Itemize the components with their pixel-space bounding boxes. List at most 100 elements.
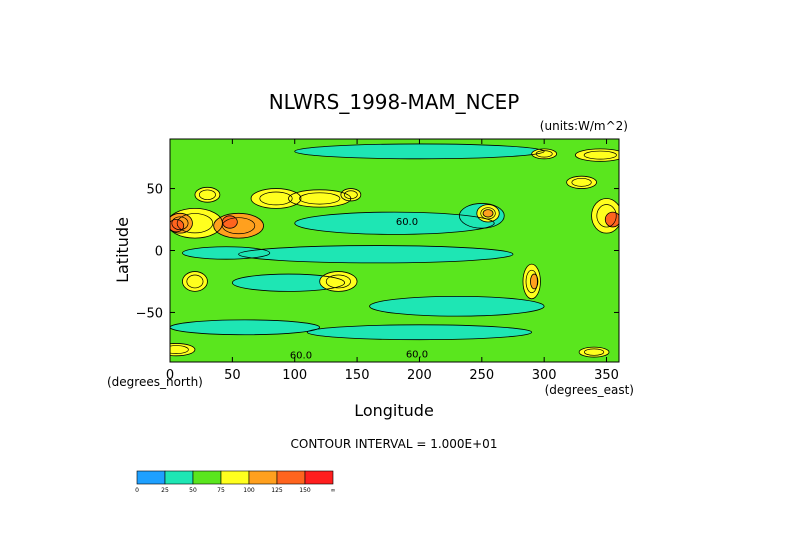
heatmap-region bbox=[251, 188, 301, 209]
contour-line bbox=[325, 274, 351, 289]
contour-line bbox=[170, 343, 196, 357]
heatmap-region bbox=[288, 189, 351, 208]
contour-line bbox=[574, 148, 619, 162]
heatmap-region bbox=[182, 246, 270, 260]
x-tick-label: 50 bbox=[224, 368, 241, 383]
contour-line bbox=[476, 204, 500, 223]
heatmap-region bbox=[579, 347, 610, 358]
colorbar-swatch bbox=[164, 470, 194, 485]
contour-line bbox=[522, 263, 541, 300]
x-tick-label: 150 bbox=[345, 368, 370, 383]
colorbar-label: 25 bbox=[161, 487, 169, 494]
colorbar-label: 125 bbox=[271, 487, 283, 494]
y-axis-label: Latitude bbox=[113, 217, 132, 283]
contour-line bbox=[319, 271, 358, 292]
contour-line bbox=[213, 212, 264, 239]
contour-line bbox=[306, 324, 533, 341]
contour-line bbox=[531, 148, 558, 160]
contour-line bbox=[340, 188, 362, 202]
contour-line bbox=[583, 348, 605, 356]
contour-line bbox=[170, 319, 321, 336]
colorbar-label: 150 bbox=[299, 487, 311, 494]
x-axis-label: Longitude bbox=[354, 401, 434, 420]
units-label: (units:W/m^2) bbox=[540, 119, 628, 133]
contour-line bbox=[578, 346, 610, 358]
contour-line bbox=[480, 207, 496, 220]
colorbar-label: 50 bbox=[189, 487, 197, 494]
x-tick-label: 300 bbox=[532, 368, 557, 383]
colorbar-swatch bbox=[304, 470, 334, 485]
contour-label: 60.0 bbox=[396, 217, 418, 228]
x-axis-ticks: 0 50 100 150 200 250 300 350 bbox=[166, 139, 619, 383]
x-tick-label: 100 bbox=[282, 368, 307, 383]
heatmap-region bbox=[605, 212, 619, 227]
contour-line bbox=[198, 189, 216, 200]
heatmap-region bbox=[170, 343, 195, 356]
heatmap-region bbox=[182, 271, 208, 292]
contour-line bbox=[294, 211, 495, 235]
contour-line bbox=[344, 190, 358, 200]
colorbar: 0 25 50 75 100 125 150 ∞ bbox=[135, 470, 336, 494]
contour-line bbox=[238, 245, 514, 264]
contour-line bbox=[591, 198, 619, 234]
contour-line bbox=[231, 273, 346, 292]
contour-line bbox=[176, 213, 214, 234]
chart-title: NLWRS_1998-MAM_NCEP bbox=[269, 90, 520, 114]
y-tick-label: 0 bbox=[155, 245, 163, 260]
heatmap-region bbox=[222, 215, 238, 229]
contour-interval-text: CONTOUR INTERVAL = 1.000E+01 bbox=[291, 437, 498, 451]
contour-line bbox=[222, 217, 256, 235]
heatmap-region bbox=[170, 319, 320, 335]
y-tick-label: 50 bbox=[146, 183, 163, 198]
colorbar-end-label: ∞ bbox=[331, 487, 336, 494]
y-tick-label: −50 bbox=[136, 306, 163, 321]
heatmap-region bbox=[530, 274, 538, 289]
colorbar-label: 0 bbox=[135, 487, 139, 494]
contour-line bbox=[583, 150, 617, 160]
contour-line bbox=[170, 212, 193, 234]
contour-line bbox=[369, 295, 545, 317]
x-tick-label: 350 bbox=[594, 368, 619, 383]
x-axis-note: (degrees_east) bbox=[545, 383, 634, 397]
contour-line bbox=[604, 211, 619, 228]
heatmap-region bbox=[294, 212, 495, 235]
heatmap-region bbox=[575, 148, 619, 162]
contour-label: 60.0 bbox=[290, 351, 312, 362]
contour-line bbox=[458, 203, 505, 229]
x-tick-label: 250 bbox=[469, 368, 494, 383]
x-tick-label: 0 bbox=[166, 368, 174, 383]
contour-line bbox=[571, 177, 592, 187]
contour-line bbox=[299, 192, 341, 205]
heatmap-region bbox=[531, 148, 557, 159]
plot-area: 60.0 60.0 60.0 bbox=[170, 139, 619, 362]
heatmap-region bbox=[232, 274, 345, 292]
contour-lines bbox=[170, 143, 619, 358]
contour-line bbox=[182, 246, 271, 260]
heatmap-region bbox=[566, 176, 597, 189]
colorbar-swatch bbox=[248, 470, 278, 485]
colorbar-label: 75 bbox=[217, 487, 225, 494]
colorbar-swatch bbox=[192, 470, 222, 485]
contour-line bbox=[596, 204, 617, 228]
colorbar-swatch bbox=[220, 470, 250, 485]
heatmap-region bbox=[340, 188, 361, 201]
contour-line bbox=[535, 150, 553, 158]
heatmap-region bbox=[307, 324, 532, 340]
heatmap-region bbox=[294, 143, 545, 159]
colorbar-swatch bbox=[276, 470, 306, 485]
heatmap-region bbox=[369, 296, 545, 317]
contour-line bbox=[194, 186, 221, 203]
contour-labels: 60.0 60.0 60.0 bbox=[290, 217, 428, 362]
contour-line bbox=[566, 175, 597, 189]
contour-line bbox=[182, 271, 208, 292]
y-axis-note: (degrees_north) bbox=[107, 375, 203, 389]
contour-label: 60.0 bbox=[406, 349, 428, 360]
contour-line bbox=[482, 209, 494, 218]
y-axis-ticks: 50 0 −50 bbox=[136, 183, 619, 321]
heatmap-region bbox=[483, 209, 494, 218]
heatmap-region bbox=[238, 245, 513, 263]
contour-line bbox=[186, 274, 204, 289]
contour-line bbox=[525, 269, 538, 294]
contour-line bbox=[530, 273, 539, 290]
